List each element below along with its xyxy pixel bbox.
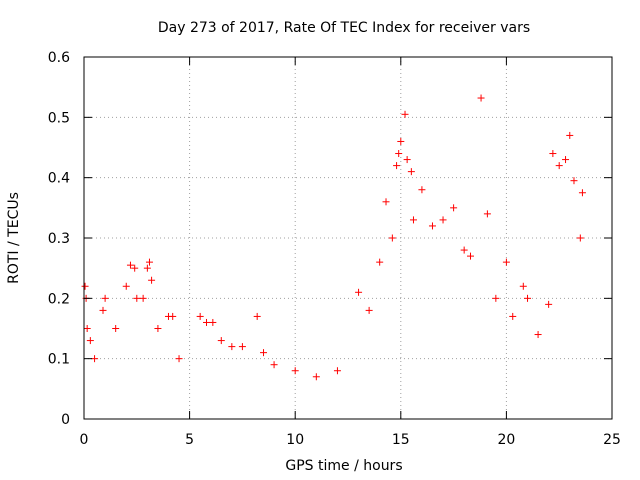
data-point bbox=[112, 325, 120, 332]
data-point bbox=[388, 234, 396, 242]
data-point bbox=[407, 168, 415, 176]
data-point bbox=[534, 331, 542, 339]
y-tick-label: 0.6 bbox=[48, 50, 70, 66]
data-point bbox=[139, 294, 147, 302]
x-tick-label: 15 bbox=[392, 432, 410, 448]
data-point bbox=[439, 216, 447, 224]
y-tick-label: 0.2 bbox=[48, 291, 70, 307]
data-point bbox=[154, 325, 162, 332]
y-tick-labels: 0 0.1 0.2 0.3 0.4 0.5 0.6 bbox=[48, 50, 70, 428]
data-point bbox=[393, 162, 401, 170]
data-point bbox=[365, 306, 373, 314]
data-point bbox=[202, 318, 210, 326]
data-point bbox=[466, 252, 474, 260]
x-axis-label: GPS time / hours bbox=[285, 458, 402, 474]
data-point bbox=[253, 312, 261, 320]
data-point bbox=[133, 294, 141, 302]
axis-ticks bbox=[83, 56, 613, 420]
data-point bbox=[418, 186, 426, 194]
data-point bbox=[291, 367, 299, 375]
data-point bbox=[333, 367, 341, 375]
data-point bbox=[83, 325, 91, 332]
data-point bbox=[175, 355, 183, 363]
data-point bbox=[524, 294, 532, 302]
data-point bbox=[397, 137, 405, 145]
data-point bbox=[492, 294, 500, 302]
data-point bbox=[428, 222, 436, 230]
data-point bbox=[81, 282, 89, 290]
data-point bbox=[570, 177, 578, 185]
x-tick-label: 5 bbox=[185, 432, 194, 448]
y-tick-label: 0.3 bbox=[48, 231, 70, 247]
data-point bbox=[483, 210, 491, 218]
data-point bbox=[460, 246, 468, 254]
data-point bbox=[99, 306, 107, 314]
y-tick-label: 0.4 bbox=[48, 171, 70, 187]
data-point bbox=[502, 258, 510, 266]
x-tick-label: 25 bbox=[603, 432, 621, 448]
data-point bbox=[403, 156, 411, 164]
data-point bbox=[196, 312, 204, 320]
y-tick-label: 0 bbox=[61, 412, 70, 428]
data-point bbox=[578, 189, 586, 197]
data-point bbox=[91, 355, 99, 363]
x-tick-label: 20 bbox=[497, 432, 515, 448]
data-point bbox=[101, 294, 109, 302]
data-point bbox=[122, 282, 130, 290]
data-point bbox=[131, 264, 139, 272]
x-tick-label: 0 bbox=[80, 432, 89, 448]
x-tick-label: 10 bbox=[286, 432, 304, 448]
y-tick-label: 0.5 bbox=[48, 110, 70, 126]
data-point bbox=[148, 276, 156, 284]
data-point bbox=[126, 261, 134, 269]
data-point bbox=[143, 264, 151, 272]
grid-lines bbox=[84, 57, 612, 419]
data-point bbox=[312, 373, 320, 381]
data-point bbox=[562, 156, 570, 164]
y-axis-label: ROTI / TECUs bbox=[6, 192, 22, 284]
data-point bbox=[228, 343, 236, 351]
data-points bbox=[81, 94, 586, 381]
data-point bbox=[549, 150, 557, 158]
data-point bbox=[217, 337, 225, 345]
data-point bbox=[382, 198, 390, 206]
data-point bbox=[209, 318, 217, 326]
data-point bbox=[238, 343, 246, 351]
data-point bbox=[355, 288, 363, 296]
data-point bbox=[477, 94, 485, 102]
data-point bbox=[509, 312, 517, 320]
chart-title: Day 273 of 2017, Rate Of TEC Index for r… bbox=[158, 20, 530, 36]
data-point bbox=[395, 150, 403, 158]
data-point bbox=[270, 361, 278, 369]
data-point bbox=[545, 300, 553, 308]
y-tick-label: 0.1 bbox=[48, 352, 70, 368]
data-point bbox=[260, 349, 268, 357]
data-point bbox=[409, 216, 417, 224]
data-point bbox=[376, 258, 384, 266]
data-point bbox=[519, 282, 527, 290]
data-point bbox=[86, 337, 94, 345]
data-point bbox=[145, 258, 153, 266]
data-point bbox=[555, 162, 563, 170]
data-point bbox=[576, 234, 584, 242]
x-tick-labels: 0 5 10 15 20 25 bbox=[80, 432, 621, 448]
data-point bbox=[401, 110, 409, 118]
data-point bbox=[169, 312, 177, 320]
data-point bbox=[566, 131, 574, 139]
data-point bbox=[450, 204, 458, 212]
